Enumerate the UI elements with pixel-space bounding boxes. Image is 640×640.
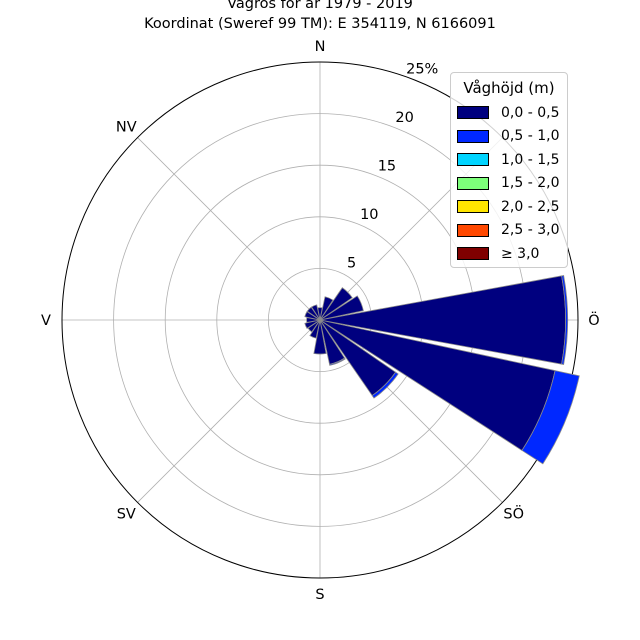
legend-title: Våghöjd (m) [463,79,555,97]
legend-items: 0,0 - 0,5 0,5 - 1,0 1,0 - 1,5 1,5 - 2,0 2,0 … [451,101,567,266]
legend-label: 0,5 - 1,0 [501,128,560,145]
legend-label: 1,0 - 1,5 [501,151,560,168]
legend-label: 2,0 - 2,5 [501,198,560,215]
legend-item: 2,5 - 3,0 [451,219,567,243]
radial-tick-label: 15 [378,159,396,175]
rose-bar [304,311,321,321]
rose-bar [521,370,580,465]
direction-label: SV [117,507,136,523]
rose-bar [313,319,327,355]
legend-swatch [457,176,489,190]
direction-label: V [41,313,51,329]
radial-tick-label: 5 [347,256,356,272]
grid-spoke [137,319,321,503]
radial-tick-label: 10 [360,207,378,223]
rose-bars [304,275,580,465]
chart-title-block: Vågros för år 1979 - 2019 Koordinat (Swe… [0,0,640,34]
legend-label: 2,5 - 3,0 [501,222,560,239]
rose-bar [306,306,321,321]
axis-labels: 5 10 15 20 25% N NV V SV S SÖ Ö [41,39,600,603]
legend: Våghöjd (m) 0,0 - 0,5 0,5 - 1,0 1,0 - 1,5 1… [450,72,568,268]
chart-subtitle: Koordinat (Sweref 99 TM): E 354119, N 61… [144,16,496,32]
rose-bar [319,296,334,321]
legend-item: 0,0 - 0,5 [451,101,567,125]
legend-swatch [457,200,489,214]
legend-swatch [457,223,489,237]
radial-tick-label: 25% [406,62,438,78]
rose-bar [311,304,321,321]
rose-bar [307,319,321,333]
legend-item: 1,0 - 1,5 [451,148,567,172]
rose-bar [304,319,321,329]
radial-tick-label: 20 [395,110,413,126]
legend-label: ≥ 3,0 [501,245,540,262]
direction-label: NV [116,119,137,135]
rose-bar [319,295,364,321]
rose-bar [329,357,346,366]
outer-ring [61,61,579,579]
legend-item: ≥ 3,0 [451,242,567,266]
rose-bar [309,319,321,339]
legend-item: 2,0 - 2,5 [451,195,567,219]
chart-title: Vågros för år 1979 - 2019 [227,0,413,12]
direction-label: Ö [588,311,599,329]
legend-item: 1,5 - 2,0 [451,172,567,196]
legend-swatch [457,247,489,261]
rose-bar [319,287,353,321]
rose-bar [561,275,568,365]
grid-spoke [137,137,321,321]
legend-swatch [457,153,489,167]
direction-label: SÖ [503,505,524,523]
direction-label: S [315,587,324,603]
direction-label: N [315,39,326,55]
legend-swatch [457,106,489,120]
rose-bar [371,371,399,399]
legend-swatch [457,129,489,143]
legend-label: 0,0 - 0,5 [501,104,560,121]
rose-bar [306,317,321,323]
legend-label: 1,5 - 2,0 [501,175,560,192]
legend-item: 0,5 - 1,0 [451,125,567,149]
